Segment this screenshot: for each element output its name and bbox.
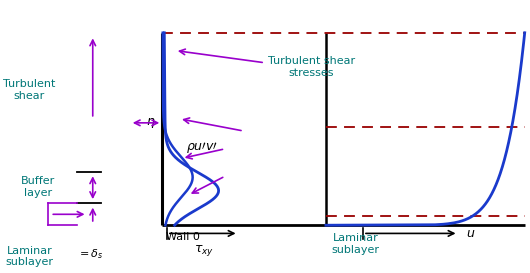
- Text: Turbulent
shear: Turbulent shear: [3, 79, 55, 101]
- Text: Turbulent shear
stresses: Turbulent shear stresses: [268, 56, 355, 78]
- Text: Laminar
sublayer: Laminar sublayer: [5, 246, 54, 267]
- Text: $\rho u\prime v\prime$: $\rho u\prime v\prime$: [186, 140, 217, 155]
- Text: $= \delta_s$: $= \delta_s$: [77, 247, 103, 261]
- Text: $\eta$: $\eta$: [146, 116, 155, 130]
- Text: Buffer
layer: Buffer layer: [21, 176, 56, 198]
- Text: $u$: $u$: [466, 227, 476, 240]
- Text: Wall 0: Wall 0: [166, 232, 200, 242]
- Text: $\tau_{xy}$: $\tau_{xy}$: [194, 243, 214, 258]
- Text: Laminar
sublayer: Laminar sublayer: [331, 233, 379, 255]
